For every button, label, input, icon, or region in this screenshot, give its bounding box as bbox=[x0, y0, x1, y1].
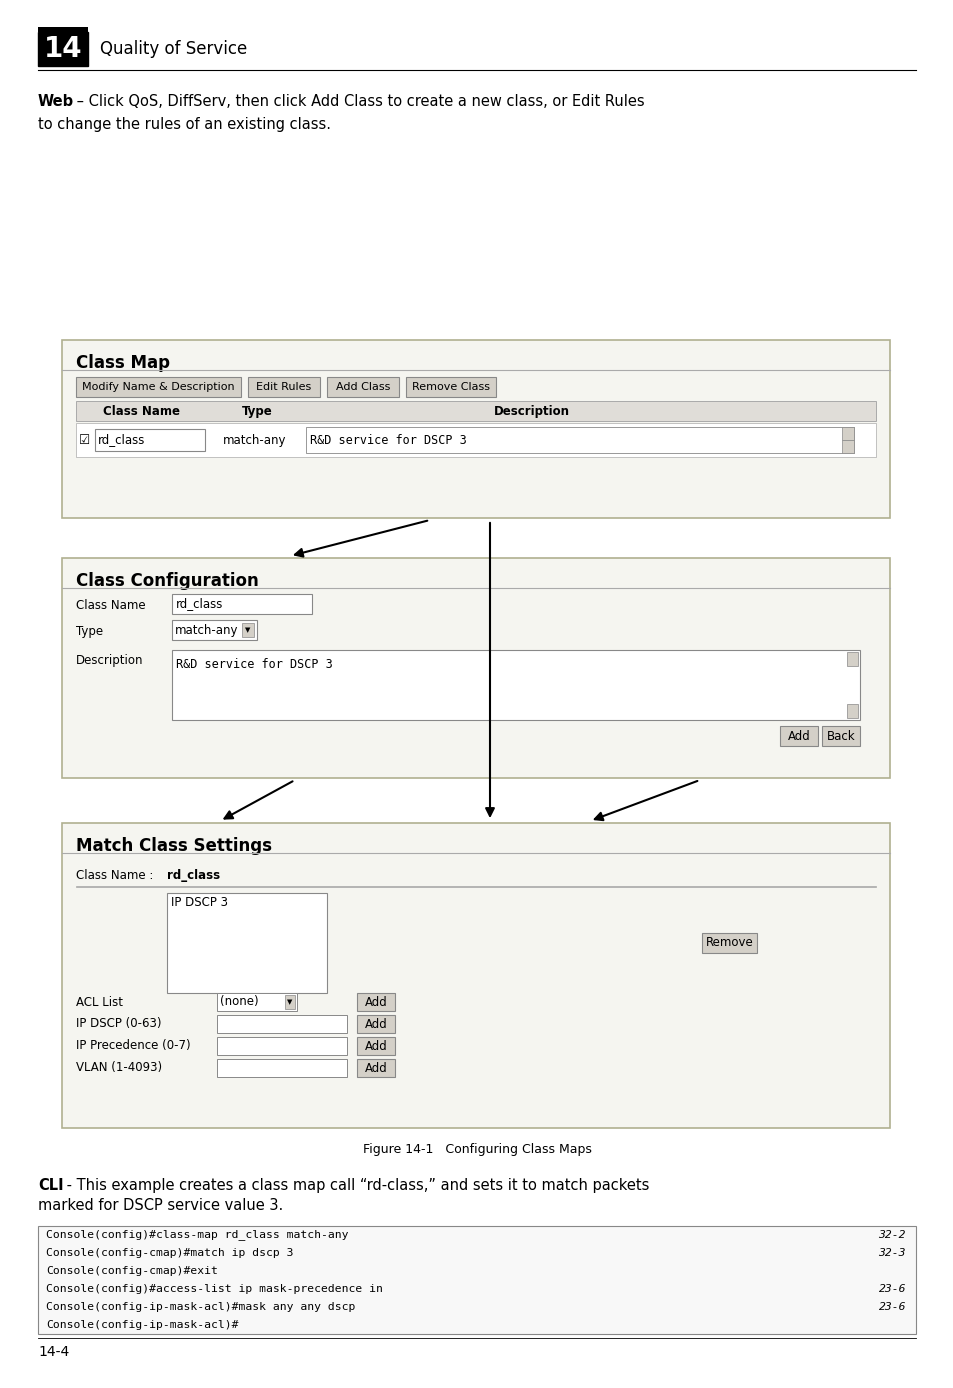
Text: ▼: ▼ bbox=[245, 627, 251, 633]
Bar bbox=[216, 1015, 347, 1033]
Bar bbox=[841, 428, 853, 440]
Bar bbox=[846, 704, 857, 718]
Bar bbox=[356, 1037, 395, 1055]
Text: 14: 14 bbox=[44, 35, 82, 62]
Text: R&D service for DSCP 3: R&D service for DSCP 3 bbox=[310, 433, 466, 447]
Text: VLAN (1-4093): VLAN (1-4093) bbox=[76, 1062, 162, 1074]
Text: match-any: match-any bbox=[174, 623, 238, 637]
Text: 14-4: 14-4 bbox=[38, 1345, 70, 1359]
Bar bbox=[846, 652, 857, 666]
Bar bbox=[38, 32, 88, 67]
Text: Remove: Remove bbox=[705, 937, 753, 949]
Text: Add: Add bbox=[787, 730, 809, 743]
Bar bbox=[701, 933, 757, 954]
Bar bbox=[356, 1015, 395, 1033]
Bar bbox=[62, 558, 889, 779]
Text: - This example creates a class map call “rd-class,” and sets it to match packets: - This example creates a class map call … bbox=[62, 1178, 649, 1194]
Text: Class Name :: Class Name : bbox=[76, 869, 153, 881]
Text: to change the rules of an existing class.: to change the rules of an existing class… bbox=[38, 117, 331, 132]
Bar bbox=[76, 423, 875, 457]
Text: Class Map: Class Map bbox=[76, 354, 170, 372]
Bar bbox=[356, 992, 395, 1010]
Text: IP DSCP 3: IP DSCP 3 bbox=[171, 897, 228, 909]
Text: Console(config-cmap)#match ip dscp 3: Console(config-cmap)#match ip dscp 3 bbox=[46, 1248, 294, 1258]
Text: Console(config-cmap)#exit: Console(config-cmap)#exit bbox=[46, 1266, 217, 1276]
Bar bbox=[327, 378, 398, 397]
Bar bbox=[821, 726, 859, 745]
Text: Type: Type bbox=[241, 404, 273, 418]
Text: Modify Name & Description: Modify Name & Description bbox=[82, 382, 234, 391]
Bar bbox=[780, 726, 817, 745]
Text: 23-6: 23-6 bbox=[878, 1302, 905, 1312]
Bar bbox=[38, 1226, 915, 1334]
Text: 32-3: 32-3 bbox=[878, 1248, 905, 1258]
Text: – Click QoS, DiffServ, then click Add Class to create a new class, or Edit Rules: – Click QoS, DiffServ, then click Add Cl… bbox=[71, 94, 644, 110]
Text: Console(config-ip-mask-acl)#: Console(config-ip-mask-acl)# bbox=[46, 1320, 238, 1330]
Text: IP Precedence (0-7): IP Precedence (0-7) bbox=[76, 1040, 191, 1052]
Text: 32-2: 32-2 bbox=[878, 1230, 905, 1239]
Bar bbox=[306, 428, 853, 452]
Text: Figure 14-1   Configuring Class Maps: Figure 14-1 Configuring Class Maps bbox=[362, 1144, 591, 1156]
Bar bbox=[841, 440, 853, 452]
Bar bbox=[242, 623, 253, 637]
Text: Add Class: Add Class bbox=[335, 382, 390, 391]
Text: Console(config-ip-mask-acl)#mask any any dscp: Console(config-ip-mask-acl)#mask any any… bbox=[46, 1302, 355, 1312]
Text: Description: Description bbox=[494, 404, 569, 418]
Bar bbox=[95, 429, 205, 451]
Text: rd_class: rd_class bbox=[167, 869, 220, 881]
Text: Console(config)#class-map rd_class match-any: Console(config)#class-map rd_class match… bbox=[46, 1230, 348, 1241]
Text: Match Class Settings: Match Class Settings bbox=[76, 837, 272, 855]
Text: rd_class: rd_class bbox=[98, 433, 145, 447]
Bar bbox=[38, 26, 88, 32]
Text: R&D service for DSCP 3: R&D service for DSCP 3 bbox=[175, 658, 333, 670]
Text: Add: Add bbox=[364, 1062, 387, 1074]
Bar bbox=[406, 378, 496, 397]
Bar bbox=[216, 1037, 347, 1055]
Text: Class Name: Class Name bbox=[76, 598, 146, 612]
Bar bbox=[62, 823, 889, 1128]
Bar bbox=[216, 992, 296, 1010]
Text: rd_class: rd_class bbox=[175, 597, 223, 611]
Text: marked for DSCP service value 3.: marked for DSCP service value 3. bbox=[38, 1198, 283, 1213]
Text: ☑: ☑ bbox=[79, 433, 91, 447]
Bar bbox=[356, 1059, 395, 1077]
Bar bbox=[216, 1059, 347, 1077]
Bar bbox=[167, 892, 327, 992]
Text: Class Configuration: Class Configuration bbox=[76, 572, 258, 590]
Text: Remove Class: Remove Class bbox=[412, 382, 490, 391]
Text: Quality of Service: Quality of Service bbox=[100, 40, 247, 58]
Text: Add: Add bbox=[364, 995, 387, 1009]
Text: Back: Back bbox=[826, 730, 855, 743]
Text: Edit Rules: Edit Rules bbox=[256, 382, 312, 391]
Bar bbox=[76, 401, 875, 421]
Bar bbox=[62, 340, 889, 518]
Text: ▼: ▼ bbox=[287, 999, 293, 1005]
Text: Console(config)#access-list ip mask-precedence in: Console(config)#access-list ip mask-prec… bbox=[46, 1284, 382, 1294]
Text: ACL List: ACL List bbox=[76, 995, 123, 1009]
Text: Add: Add bbox=[364, 1017, 387, 1030]
Bar bbox=[285, 995, 294, 1009]
Bar bbox=[172, 650, 859, 720]
Text: Description: Description bbox=[76, 654, 143, 666]
Text: match-any: match-any bbox=[223, 433, 287, 447]
Bar bbox=[172, 594, 312, 613]
Bar bbox=[248, 378, 319, 397]
Text: CLI: CLI bbox=[38, 1178, 64, 1194]
Bar bbox=[76, 378, 241, 397]
Bar bbox=[172, 620, 256, 640]
Text: Add: Add bbox=[364, 1040, 387, 1052]
Text: Class Name: Class Name bbox=[103, 404, 180, 418]
Text: Type: Type bbox=[76, 625, 103, 637]
Text: 23-6: 23-6 bbox=[878, 1284, 905, 1294]
Text: (none): (none) bbox=[220, 995, 258, 1009]
Text: IP DSCP (0-63): IP DSCP (0-63) bbox=[76, 1017, 161, 1030]
Text: Web: Web bbox=[38, 94, 74, 110]
